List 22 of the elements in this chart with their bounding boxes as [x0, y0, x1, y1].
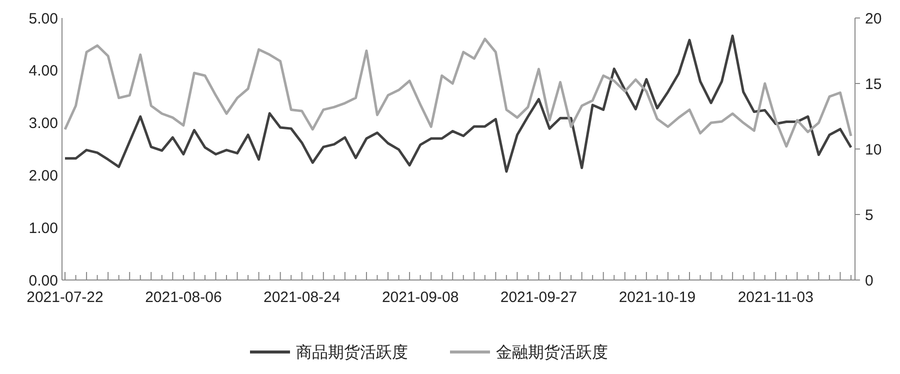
y-tick-label: 2.00 — [28, 167, 58, 184]
y2-tick-label: 20 — [865, 10, 882, 28]
legend-label: 金融期货活跃度 — [496, 344, 608, 362]
line-series — [64, 38, 852, 148]
legend-label: 商品期货活跃度 — [296, 344, 408, 362]
x-tick-label: 2021-08-06 — [145, 289, 222, 306]
x-tick-label: 2021-08-24 — [264, 289, 340, 306]
y2-tick-label: 15 — [865, 76, 882, 93]
line-series — [64, 34, 852, 173]
y2-tick-label: 0 — [865, 272, 874, 290]
y2-tick-label: 5 — [865, 206, 874, 224]
x-tick-label: 2021-09-27 — [500, 289, 578, 306]
y2-tick-label: 10 — [865, 141, 882, 158]
y-tick-label: 5.00 — [28, 10, 58, 28]
y-tick-label: 1.00 — [28, 220, 58, 237]
x-tick-label: 2021-10-19 — [618, 289, 696, 306]
y-tick-label: 0.00 — [28, 272, 58, 290]
y-tick-label: 3.00 — [28, 115, 58, 132]
x-tick-label: 2021-11-03 — [738, 289, 814, 306]
y-tick-label: 4.00 — [28, 62, 58, 80]
x-tick-label: 2021-09-08 — [382, 289, 459, 306]
x-tick-label: 2021-07-22 — [26, 289, 104, 306]
